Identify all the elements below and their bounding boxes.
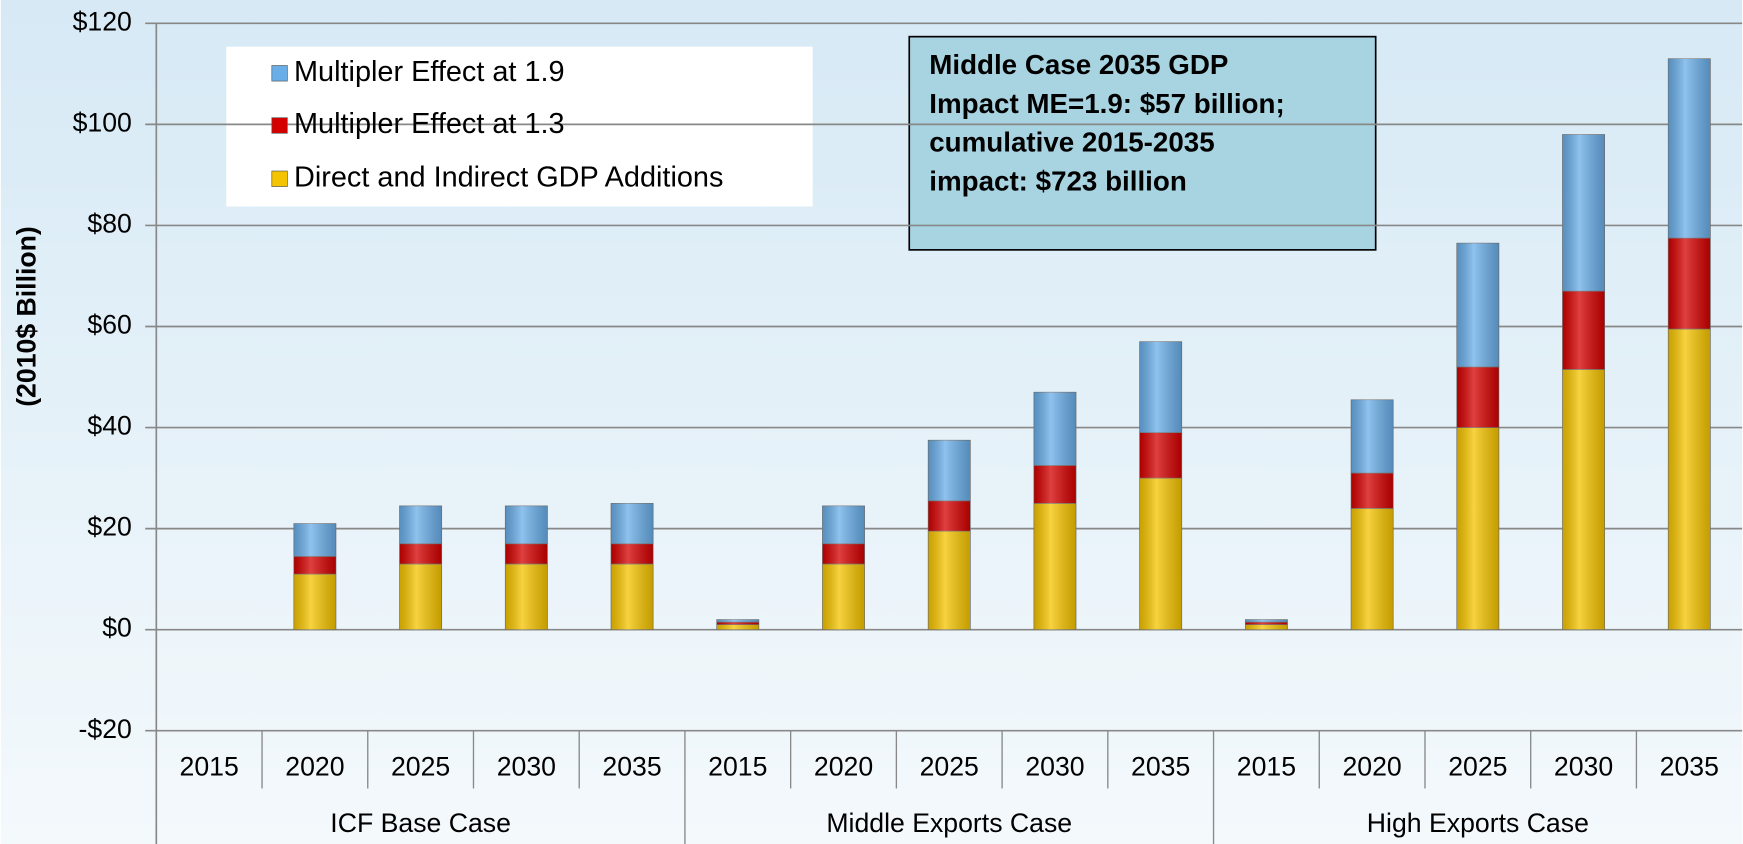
bar-shine bbox=[1033, 465, 1077, 504]
legend-label: Direct and Indirect GDP Additions bbox=[294, 161, 723, 193]
legend-label: Multipler Effect at 1.3 bbox=[294, 108, 565, 140]
bar-shine bbox=[505, 563, 548, 630]
legend-marker bbox=[271, 170, 288, 187]
group-label: ICF Base Case bbox=[330, 808, 511, 838]
bar-shine bbox=[610, 503, 654, 544]
x-tick-label: 2025 bbox=[1448, 752, 1507, 782]
y-tick-label: $0 bbox=[102, 613, 132, 643]
y-tick-label: $120 bbox=[73, 6, 132, 36]
bar-shine bbox=[1245, 624, 1288, 630]
bar-shine bbox=[928, 500, 971, 532]
bar-shine bbox=[1033, 503, 1077, 630]
x-tick-label: 2025 bbox=[920, 752, 979, 782]
annotation-text: Middle Case 2035 GDP bbox=[929, 49, 1228, 80]
bar-shine bbox=[505, 543, 548, 564]
legend bbox=[226, 46, 813, 207]
legend-label: Multipler Effect at 1.9 bbox=[294, 56, 565, 88]
y-tick-label: $80 bbox=[87, 208, 131, 238]
bar-shine bbox=[293, 574, 337, 630]
x-tick-label: 2015 bbox=[708, 752, 767, 782]
annotation-text: cumulative 2015-2035 bbox=[929, 127, 1214, 158]
bar-shine bbox=[399, 505, 442, 544]
bar-shine bbox=[1139, 432, 1182, 479]
bar-shine bbox=[1668, 329, 1711, 630]
y-tick-label: $20 bbox=[87, 512, 131, 542]
annotation-text: Impact ME=1.9: $57 billion; bbox=[929, 88, 1284, 119]
bar-shine bbox=[928, 531, 971, 630]
bar-shine bbox=[399, 543, 442, 564]
group-label: High Exports Case bbox=[1367, 808, 1589, 838]
y-tick-label: $100 bbox=[73, 107, 132, 137]
bar-shine bbox=[822, 543, 865, 564]
bar-shine bbox=[1562, 134, 1605, 292]
bar-shine bbox=[610, 543, 654, 564]
bar-shine bbox=[716, 622, 759, 625]
x-tick-label: 2020 bbox=[285, 752, 344, 782]
bar-shine bbox=[293, 523, 337, 557]
bar-shine bbox=[1456, 366, 1499, 428]
x-tick-label: 2030 bbox=[1025, 752, 1084, 782]
x-tick-label: 2020 bbox=[814, 752, 873, 782]
bar-shine bbox=[822, 505, 865, 544]
group-label: Middle Exports Case bbox=[826, 808, 1072, 838]
bar-shine bbox=[1668, 238, 1711, 330]
bar-shine bbox=[1139, 341, 1182, 433]
x-tick-label: 2035 bbox=[602, 752, 661, 782]
bar-shine bbox=[505, 505, 548, 544]
bar-shine bbox=[716, 619, 759, 623]
bar-shine bbox=[1245, 622, 1288, 625]
bar-shine bbox=[822, 563, 865, 630]
bar-shine bbox=[399, 563, 442, 630]
y-tick-label: $40 bbox=[87, 411, 131, 441]
bar-shine bbox=[1562, 291, 1605, 370]
bar-shine bbox=[1456, 427, 1499, 630]
bar-shine bbox=[1351, 399, 1394, 474]
x-tick-label: 2025 bbox=[391, 752, 450, 782]
bar-shine bbox=[1351, 473, 1394, 509]
legend-marker bbox=[271, 117, 288, 134]
bar-shine bbox=[1139, 478, 1182, 630]
x-tick-label: 2035 bbox=[1660, 752, 1719, 782]
x-tick-label: 2030 bbox=[1554, 752, 1613, 782]
x-tick-label: 2015 bbox=[180, 752, 239, 782]
legend-marker bbox=[271, 65, 288, 82]
annotation-box bbox=[908, 35, 1377, 251]
bar-shine bbox=[1033, 392, 1077, 466]
bar-shine bbox=[716, 624, 759, 630]
x-tick-label: 2035 bbox=[1131, 752, 1190, 782]
bar-shine bbox=[1562, 369, 1605, 630]
bar-shine bbox=[1245, 619, 1288, 623]
annotation-text: impact: $723 billion bbox=[929, 166, 1187, 197]
bar-shine bbox=[1351, 508, 1394, 630]
y-axis-label: (2010$ Billion) bbox=[12, 226, 42, 407]
x-tick-label: 2030 bbox=[497, 752, 556, 782]
y-tick-label: $60 bbox=[87, 310, 131, 340]
bar-shine bbox=[293, 556, 337, 575]
x-tick-label: 2020 bbox=[1342, 752, 1401, 782]
x-tick-label: 2015 bbox=[1237, 752, 1296, 782]
bar-shine bbox=[928, 440, 971, 501]
bar-shine bbox=[610, 563, 654, 630]
y-tick-label: -$20 bbox=[79, 714, 132, 744]
bar-shine bbox=[1456, 243, 1499, 367]
bar-shine bbox=[1668, 58, 1711, 239]
